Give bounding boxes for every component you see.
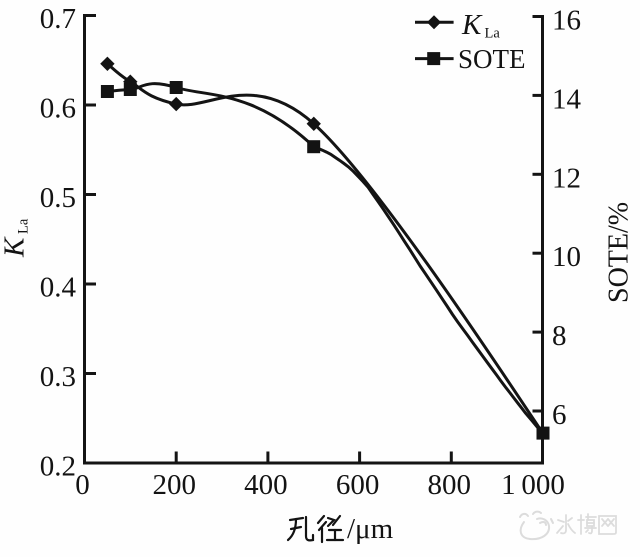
svg-text:La: La [16, 218, 32, 234]
svg-text:600: 600 [336, 469, 380, 501]
svg-text:0.4: 0.4 [40, 272, 77, 304]
svg-text:16: 16 [552, 5, 581, 37]
svg-text:K: K [461, 9, 483, 41]
svg-text:0: 0 [75, 469, 90, 501]
svg-text:0.3: 0.3 [40, 361, 76, 393]
svg-text:SOTE/%: SOTE/% [604, 202, 635, 303]
svg-text:8: 8 [552, 320, 567, 352]
svg-text:1 000: 1 000 [501, 469, 565, 501]
svg-text:La: La [485, 26, 501, 42]
svg-text:200: 200 [152, 469, 196, 501]
svg-text:SOTE: SOTE [458, 44, 526, 74]
svg-text:0.5: 0.5 [40, 182, 76, 214]
svg-text:/μm: /μm [347, 513, 394, 545]
svg-text:12: 12 [552, 162, 581, 194]
svg-text:0.6: 0.6 [40, 93, 76, 125]
svg-text:10: 10 [552, 241, 581, 273]
svg-text:0.7: 0.7 [40, 3, 76, 35]
svg-text:0.2: 0.2 [40, 451, 76, 483]
svg-text:14: 14 [552, 83, 582, 115]
svg-text:400: 400 [244, 469, 288, 501]
svg-text:K: K [0, 236, 31, 258]
svg-text:6: 6 [552, 399, 567, 431]
svg-text:800: 800 [428, 469, 472, 501]
